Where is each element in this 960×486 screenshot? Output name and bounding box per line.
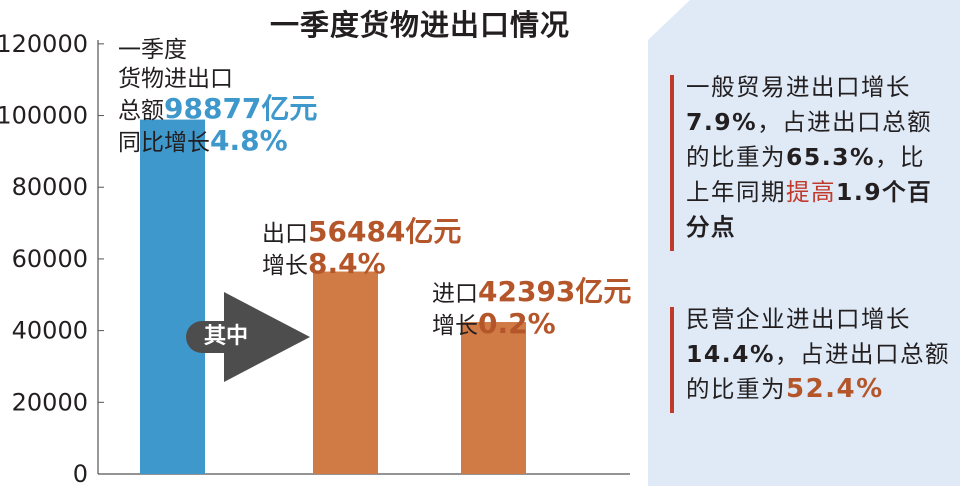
panel-block1-points-tail: 分点 [686,213,736,241]
total-line1: 一季度 [118,37,187,63]
total-line2: 货物进出口 [118,66,233,92]
panel-block-general-trade: 一般贸易进出口增长 7.9%，占进出口总额 的比重为65.3%，比 上年同期提高… [670,70,932,251]
y-tick-label: 40000 [12,317,88,345]
import-line2-prefix: 增长 [432,313,478,339]
import-value: 42393亿元 [478,275,632,308]
arrow-label: 其中 [203,324,248,349]
y-tick-label: 100000 [0,102,88,130]
panel-block2-line1: 民营企业进出口增长 [686,305,911,333]
panel-block1-growth: 7.9% [686,108,758,136]
panel-block1-line2: 7.9%，占进出口总额 [686,105,932,140]
import-annotation: 进口42393亿元 增长0.2% [432,277,631,341]
total-line3: 总额98877亿元 [118,94,317,126]
arrow-head [224,292,310,382]
bar-2 [461,322,526,474]
import-line2: 增长0.2% [432,309,631,341]
panel-block2-text: 民营企业进出口增长 14.4%，占进出口总额 的比重为52.4% [670,302,950,407]
panel-block1-line3: 的比重为65.3%，比 [686,140,932,175]
chart-title: 一季度货物进出口情况 [269,8,570,42]
import-line1-prefix: 进口 [432,281,478,307]
panel-block1-share: 65.3% [786,143,876,171]
panel-block1-raise: 提高 [786,178,836,206]
panel-block1-line1: 一般贸易进出口增长 [686,73,911,101]
import-line1: 进口42393亿元 [432,277,631,309]
total-line4: 同比增长4.8% [118,126,317,158]
panel-block2-growth: 14.4% [686,340,776,368]
y-tick-label: 60000 [12,245,88,273]
panel-block2-line2-text: ，占进出口总额 [775,340,951,368]
panel-block1-line3-text: 的比重为 [686,143,786,171]
panel-block2-line3: 的比重为52.4% [686,372,950,407]
bar-0 [140,119,205,474]
panel-block1-points: 1.9个百 [836,178,933,206]
total-line3-prefix: 总额 [118,98,164,124]
panel-block1-line5: 分点 [686,210,932,245]
panel-block2-share: 52.4% [786,374,884,404]
total-growth: 4.8% [210,124,288,157]
export-annotation: 出口56484亿元 增长8.4% [262,217,461,281]
panel-block1-line4: 上年同期提高1.9个百 [686,175,932,210]
total-annotation: 一季度 货物进出口 总额98877亿元 同比增长4.8% [118,36,317,158]
panel-block1-text: 一般贸易进出口增长 7.9%，占进出口总额 的比重为65.3%，比 上年同期提高… [670,70,932,245]
total-line4-prefix: 同比增长 [118,130,210,156]
panel-block1-line2-text: ，占进出口总额 [757,108,933,136]
panel-block2-line3-text: 的比重为 [686,375,786,403]
import-growth: 0.2% [478,307,556,340]
export-line2: 增长8.4% [262,249,461,281]
y-tick-label: 120000 [0,30,88,58]
y-tick-label: 0 [73,460,88,486]
export-growth: 8.4% [308,247,386,280]
y-tick-label: 20000 [12,388,88,416]
total-value: 98877亿元 [164,92,318,125]
export-line1-prefix: 出口 [262,221,308,247]
panel-block1-line4-text: 上年同期 [686,178,786,206]
panel-block2-accent-bar [670,307,674,413]
export-value: 56484亿元 [308,215,462,248]
panel-block2-line2: 14.4%，占进出口总额 [686,337,950,372]
panel-block1-accent-bar [670,75,674,251]
panel-block1-line3-tail: ，比 [875,143,926,171]
arrow-qizhong [186,292,310,382]
bar-1 [313,271,378,474]
export-line1: 出口56484亿元 [262,217,461,249]
info-panel-background [648,0,960,486]
export-line2-prefix: 增长 [262,253,308,279]
panel-block-private-enterprise: 民营企业进出口增长 14.4%，占进出口总额 的比重为52.4% [670,302,950,413]
y-tick-label: 80000 [12,173,88,201]
